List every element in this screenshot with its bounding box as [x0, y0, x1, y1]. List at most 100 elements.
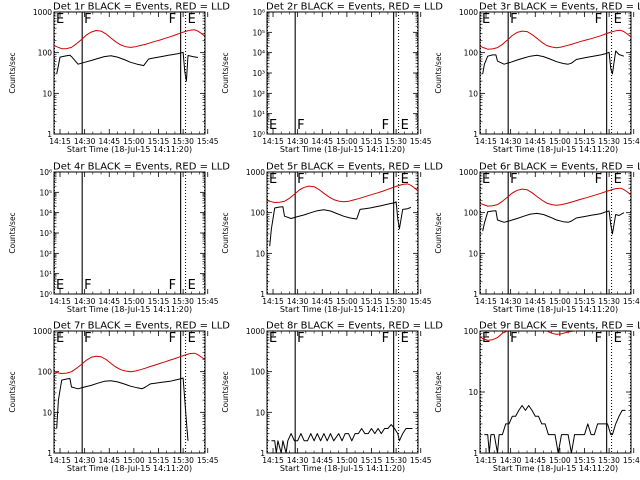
series-lld-line: [480, 29, 631, 50]
x-tick-label: 15:45: [410, 456, 432, 465]
panel-det-6: Det 6r BLACK = Events, RED = LLD 1 10 100 10…: [434, 162, 640, 315]
y-tick-label: 10: [255, 408, 265, 417]
x-tick-label: 14:15: [475, 137, 497, 146]
panel-title: Det 1r BLACK = Events, RED = LLD: [53, 2, 230, 13]
y-tick-label: 10: [255, 249, 265, 258]
event-label-left-e: E: [269, 172, 277, 187]
plot-frame: [53, 171, 206, 295]
y-tick-label: 100: [251, 368, 266, 377]
x-tick-label: 15:15: [574, 456, 596, 465]
x-tick-label: 14:30: [500, 297, 522, 306]
y-axis-label: Counts/sec: [434, 212, 443, 253]
panel-title: Det 6r BLACK = Events, RED = LLD: [479, 162, 640, 173]
event-label-right-f: F: [169, 12, 176, 27]
event-label-left-e: E: [482, 331, 490, 346]
event-label-left-e: E: [56, 12, 64, 27]
y-tick-label: 1: [47, 130, 52, 139]
event-label-left-f: F: [297, 118, 304, 133]
panel-title: Det 2r BLACK = Events, RED = LLD: [266, 2, 443, 13]
series-events-line: [56, 377, 189, 441]
x-tick-label: 15:15: [148, 297, 170, 306]
y-tick-label: 10²: [252, 89, 265, 98]
plot-frame: [53, 11, 206, 135]
x-tick-label: 15:30: [172, 456, 194, 465]
x-tick-label: 15:00: [549, 137, 571, 146]
x-tick-label: 14:15: [262, 456, 284, 465]
y-tick-label: 10⁵: [39, 188, 52, 197]
y-tick-label: 1: [260, 290, 265, 299]
event-label-right-f: F: [382, 331, 389, 346]
x-tick-label: 14:30: [74, 456, 96, 465]
x-tick-label: 14:45: [311, 137, 333, 146]
panel-title: Det 8r BLACK = Events, RED = LLD: [266, 321, 443, 332]
panel-det-3: Det 3r BLACK = Events, RED = LLD 1 10 100 10…: [434, 2, 640, 155]
x-tick-label: 15:45: [410, 297, 432, 306]
event-label-right-f: F: [382, 118, 389, 133]
series-events-line: [484, 405, 626, 454]
series-lld-line: [480, 330, 508, 341]
x-tick-label: 15:30: [598, 137, 620, 146]
x-tick-label: 15:30: [385, 456, 407, 465]
x-tick-label: 14:30: [287, 297, 309, 306]
x-tick-label: 15:45: [623, 297, 640, 306]
x-tick-label: 14:30: [287, 137, 309, 146]
event-label-right-f: F: [169, 278, 176, 293]
x-tick-label: 15:30: [385, 137, 407, 146]
event-label-left-f: F: [297, 331, 304, 346]
y-tick-label: 10: [468, 249, 478, 258]
panel-title: Det 7r BLACK = Events, RED = LLD: [53, 321, 230, 332]
event-label-left-f: F: [510, 12, 517, 27]
plot-frame: [266, 11, 419, 135]
event-label-right-e: E: [188, 331, 196, 346]
y-axis-label: Counts/sec: [8, 212, 17, 253]
y-tick-label: 10: [468, 89, 478, 98]
y-axis-label: Counts/sec: [221, 371, 230, 412]
event-label-right-e: E: [401, 118, 409, 133]
x-tick-label: 15:15: [148, 456, 170, 465]
x-tick-label: 14:30: [287, 456, 309, 465]
y-tick-label: 100: [251, 209, 266, 218]
y-axis-label: Counts/sec: [434, 371, 443, 412]
x-tick-label: 14:15: [49, 137, 71, 146]
y-axis-label: Counts/sec: [8, 371, 17, 412]
event-label-left-e: E: [269, 331, 277, 346]
series-events-line: [482, 50, 625, 75]
x-tick-label: 15:45: [197, 297, 219, 306]
y-tick-label: 100: [464, 49, 479, 58]
x-tick-label: 14:45: [311, 297, 333, 306]
x-tick-label: 15:15: [361, 137, 383, 146]
panel-det-5: Det 5r BLACK = Events, RED = LLD 1 10 100 10…: [221, 162, 443, 315]
series-events-line: [482, 210, 625, 235]
x-tick-label: 14:15: [475, 297, 497, 306]
series-lld-line: [54, 352, 205, 374]
x-tick-label: 14:45: [524, 137, 546, 146]
x-tick-label: 14:45: [524, 297, 546, 306]
y-tick-label: 1000: [246, 168, 265, 177]
x-tick-label: 14:30: [500, 137, 522, 146]
x-tick-label: 15:00: [549, 456, 571, 465]
x-tick-label: 14:45: [98, 456, 120, 465]
y-tick-label: 10⁵: [252, 28, 265, 37]
x-tick-label: 15:30: [598, 456, 620, 465]
y-tick-label: 1000: [246, 327, 265, 336]
x-tick-label: 15:00: [123, 137, 145, 146]
y-tick-label: 10⁴: [39, 209, 52, 218]
panel-det-8: Det 8r BLACK = Events, RED = LLD 1 10 100 10…: [221, 321, 443, 474]
series-lld-cont--line: [546, 330, 577, 335]
event-label-left-f: F: [84, 278, 91, 293]
y-tick-label: 10: [468, 388, 478, 397]
x-axis-label: Start Time (18-Jul-15 14:11:20): [67, 305, 192, 314]
panel-title: Det 9r BLACK = Events, RED = LLD: [479, 321, 640, 332]
plot-frame: [53, 330, 206, 454]
y-tick-label: 1: [47, 449, 52, 458]
y-tick-label: 10²: [39, 249, 52, 258]
event-label-right-f: F: [595, 12, 602, 27]
event-label-right-f: F: [382, 172, 389, 187]
y-tick-label: 10⁶: [252, 8, 265, 17]
x-tick-label: 14:45: [524, 456, 546, 465]
x-tick-label: 15:45: [197, 456, 219, 465]
y-tick-label: 100: [38, 368, 53, 377]
y-axis-label: Counts/sec: [8, 52, 17, 93]
event-label-right-e: E: [188, 278, 196, 293]
x-axis-label: Start Time (18-Jul-15 14:11:20): [67, 464, 192, 473]
